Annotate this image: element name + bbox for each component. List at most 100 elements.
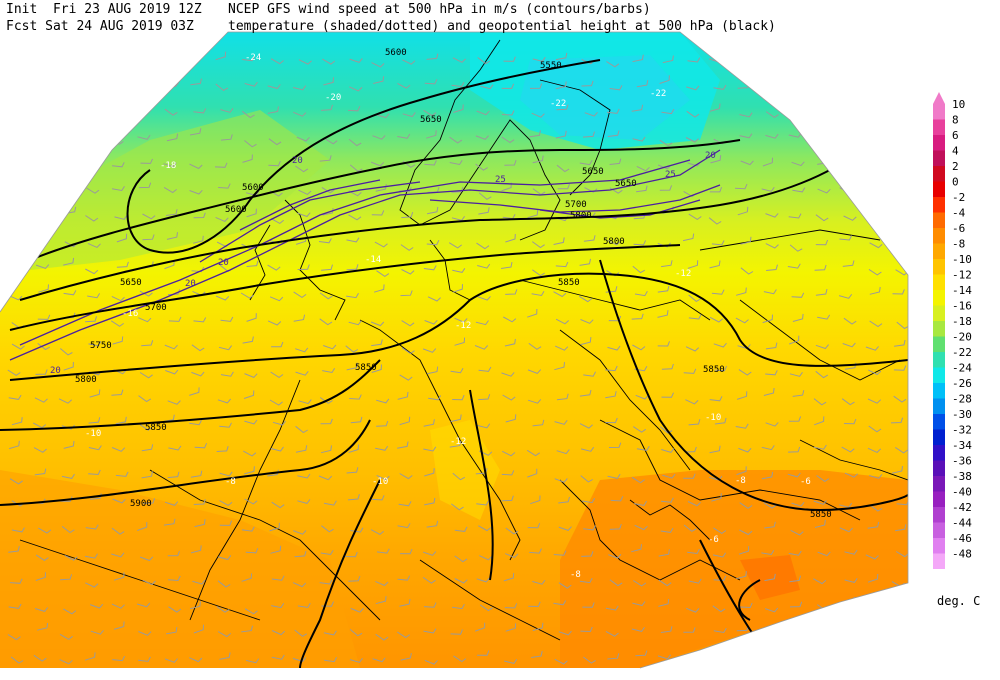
wind-barb xyxy=(38,284,49,293)
wind-barb xyxy=(554,345,569,351)
wind-barb xyxy=(324,656,338,663)
wind-barb xyxy=(657,341,670,347)
wind-barb xyxy=(609,579,623,587)
wind-barb xyxy=(816,136,830,144)
wind-barb xyxy=(85,215,99,222)
wind-barb xyxy=(607,345,621,351)
wind-barb xyxy=(503,316,517,323)
temp-label: -24 xyxy=(245,53,261,63)
wind-barb xyxy=(555,261,569,268)
wind-barb xyxy=(140,158,153,164)
temp-label: -14 xyxy=(365,255,381,265)
wind-barb xyxy=(424,468,435,477)
wind-barb xyxy=(636,185,648,193)
wind-barb xyxy=(298,59,312,65)
wind-barb xyxy=(714,655,728,661)
wind-barb xyxy=(869,474,883,479)
wind-barb xyxy=(142,579,156,586)
wind-barb xyxy=(37,314,51,320)
wind-barb xyxy=(634,524,648,531)
wind-label: 25 xyxy=(495,175,506,185)
wind-barb xyxy=(527,523,541,529)
wind-barb xyxy=(294,550,307,558)
wind-barb xyxy=(606,108,620,114)
wind-barb xyxy=(142,234,155,241)
height-labels: 5600 5550 5650 5600 5650 5700 5750 5800 … xyxy=(75,48,832,520)
wind-barb xyxy=(844,578,858,583)
wind-barb xyxy=(474,345,489,350)
wind-barb xyxy=(84,135,98,141)
wind-barb xyxy=(424,319,438,325)
wind-barb xyxy=(401,269,415,275)
wind-barb xyxy=(371,62,385,68)
wind-barb xyxy=(843,418,857,425)
wind-barb xyxy=(555,52,568,61)
wind-barb xyxy=(740,602,753,609)
wind-barb xyxy=(375,184,387,192)
wind-barb xyxy=(556,164,570,173)
temp-label: -8 xyxy=(225,477,236,487)
wind-barb xyxy=(346,264,359,271)
wind-barb xyxy=(219,422,232,428)
wind-barb xyxy=(59,348,73,356)
wind-barb xyxy=(606,270,620,277)
wind-barb xyxy=(688,213,702,221)
wind-barb xyxy=(584,111,598,117)
wind-barb xyxy=(762,314,773,324)
wind-barb xyxy=(318,238,332,244)
wind-barb xyxy=(271,341,284,348)
wind-barb xyxy=(684,446,697,453)
wind-barb xyxy=(662,473,676,479)
wind-barb xyxy=(841,134,855,140)
wind-barb xyxy=(370,529,385,536)
wind-barb xyxy=(63,290,77,296)
wind-barb xyxy=(61,473,75,479)
wind-barb xyxy=(815,239,829,246)
wind-barb xyxy=(892,289,905,295)
wind-barb xyxy=(10,656,24,664)
wind-barb xyxy=(761,471,774,480)
wind-barb xyxy=(868,111,882,119)
wind-barb xyxy=(765,422,779,427)
wind-barb xyxy=(504,160,517,166)
wind-barb xyxy=(164,344,178,350)
wind-barb xyxy=(322,367,336,374)
wind-barb xyxy=(271,501,285,509)
domain-outline xyxy=(0,31,909,669)
wind-barb xyxy=(376,270,390,278)
wind-barb xyxy=(219,500,233,507)
wind-barb xyxy=(816,655,831,662)
wind-barb xyxy=(556,449,570,455)
wind-barb xyxy=(245,547,259,554)
wind-barb xyxy=(267,84,281,90)
legend-label: -36 xyxy=(952,455,972,468)
legend-units: deg. C xyxy=(937,594,981,608)
wind-label: 20 xyxy=(50,366,61,376)
wind-barb xyxy=(686,110,700,118)
wind-barb xyxy=(346,292,359,299)
wind-barb xyxy=(9,478,23,485)
wind-barb xyxy=(765,111,779,119)
wind-barb xyxy=(532,622,544,631)
legend-label: -14 xyxy=(952,284,972,297)
wind-barb xyxy=(736,466,747,476)
wind-barb xyxy=(218,183,231,189)
wind-barb xyxy=(813,444,827,450)
wind-barb xyxy=(893,365,907,371)
wind-barb xyxy=(89,389,101,398)
wind-barb xyxy=(633,580,647,587)
wind-barb xyxy=(532,155,544,164)
wind-barb xyxy=(735,423,749,429)
wind-barb xyxy=(580,475,593,483)
wind-barb xyxy=(401,347,415,355)
wind-barb xyxy=(867,51,880,59)
wind-barb xyxy=(532,56,546,62)
temp-label: -18 xyxy=(160,161,176,171)
map-title: NCEP GFS wind speed at 500 hPa in m/s (c… xyxy=(228,1,776,35)
wind-barb xyxy=(842,342,856,348)
wind-barb xyxy=(397,575,411,581)
wind-barb xyxy=(607,653,620,660)
wind-barb xyxy=(844,472,858,478)
wind-barb xyxy=(843,215,857,221)
wind-barb xyxy=(8,545,20,553)
